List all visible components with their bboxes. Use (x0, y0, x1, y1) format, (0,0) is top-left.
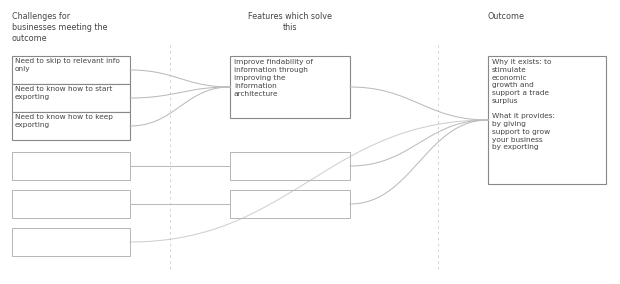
FancyBboxPatch shape (12, 112, 130, 140)
FancyBboxPatch shape (12, 152, 130, 180)
FancyBboxPatch shape (230, 152, 350, 180)
FancyBboxPatch shape (12, 56, 130, 84)
Text: Challenges for
businesses meeting the
outcome: Challenges for businesses meeting the ou… (12, 12, 107, 43)
FancyBboxPatch shape (12, 84, 130, 112)
Text: Why it exists: to
stimulate
economic
growth and
support a trade
surplus

What it: Why it exists: to stimulate economic gro… (492, 59, 555, 150)
Text: Outcome: Outcome (488, 12, 525, 21)
FancyBboxPatch shape (230, 190, 350, 218)
Text: Need to know how to keep
exporting: Need to know how to keep exporting (15, 114, 113, 128)
Text: Need to skip to relevant info
only: Need to skip to relevant info only (15, 58, 120, 72)
FancyBboxPatch shape (230, 56, 350, 118)
FancyBboxPatch shape (12, 228, 130, 256)
Text: Improve findability of
information through
improving the
information
architectur: Improve findability of information throu… (234, 59, 313, 97)
FancyBboxPatch shape (12, 190, 130, 218)
FancyBboxPatch shape (488, 56, 606, 184)
Text: Need to know how to start
exporting: Need to know how to start exporting (15, 86, 112, 99)
Text: Features which solve
this: Features which solve this (248, 12, 332, 32)
